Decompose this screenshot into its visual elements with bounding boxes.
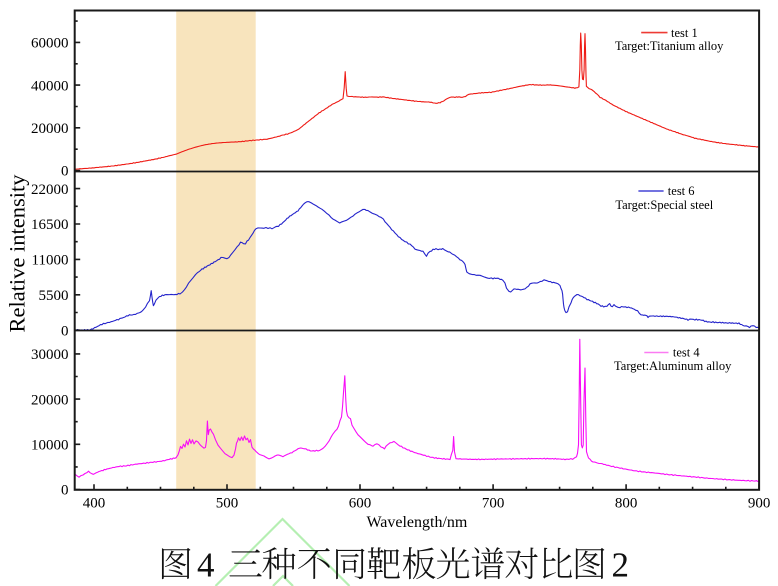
svg-text:11000: 11000	[32, 253, 69, 269]
svg-text:22000: 22000	[31, 182, 69, 198]
svg-text:400: 400	[83, 496, 106, 512]
svg-text:600: 600	[349, 496, 372, 512]
svg-text:test 6: test 6	[668, 184, 695, 198]
svg-text:60000: 60000	[31, 36, 69, 52]
svg-text:Relative intensity: Relative intensity	[5, 174, 30, 333]
svg-text:20000: 20000	[31, 392, 69, 408]
svg-text:20000: 20000	[31, 121, 69, 137]
svg-text:test 4: test 4	[673, 346, 700, 360]
svg-text:0: 0	[61, 164, 69, 180]
svg-text:16500: 16500	[31, 217, 69, 233]
svg-text:Target:Aluminum alloy: Target:Aluminum alloy	[614, 359, 732, 373]
svg-text:Wavelength/nm: Wavelength/nm	[366, 514, 467, 531]
svg-text:4: 4	[197, 546, 215, 585]
svg-text:10000: 10000	[31, 438, 69, 454]
svg-text:800: 800	[615, 496, 638, 512]
svg-text:5500: 5500	[39, 288, 69, 304]
svg-text:500: 500	[216, 496, 239, 512]
svg-text:700: 700	[482, 496, 505, 512]
svg-text:30000: 30000	[31, 347, 69, 363]
svg-text:test 1: test 1	[671, 26, 698, 40]
svg-text:Target:Special steel: Target:Special steel	[615, 198, 713, 212]
svg-text:0: 0	[61, 483, 69, 499]
svg-text:900: 900	[748, 496, 771, 512]
svg-text:40000: 40000	[31, 78, 69, 94]
svg-text:2: 2	[612, 546, 630, 585]
svg-text:Target:Titanium alloy: Target:Titanium alloy	[615, 39, 724, 53]
svg-text:0: 0	[61, 323, 69, 339]
